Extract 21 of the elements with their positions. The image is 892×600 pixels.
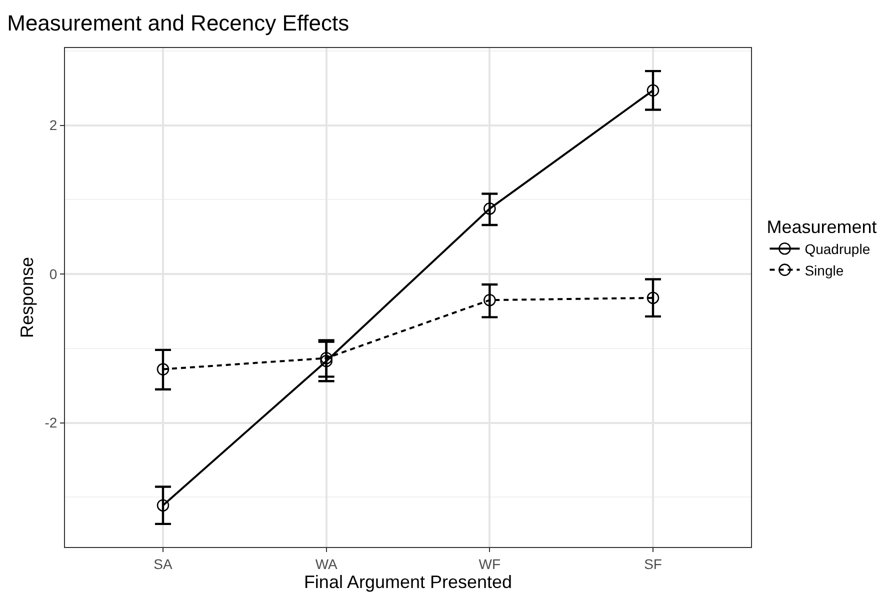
x-axis-title: Final Argument Presented	[304, 572, 512, 592]
legend-label: Single	[804, 262, 844, 278]
point	[484, 202, 496, 215]
x-tick-label: SF	[644, 556, 662, 572]
legend-label: Quadruple	[804, 241, 870, 258]
point	[320, 354, 332, 368]
x-tick-label: WA	[315, 556, 338, 572]
y-tick-label: -2	[44, 414, 58, 431]
chart-title: Measurement and Recency Effects	[7, 10, 350, 36]
point	[156, 363, 170, 376]
legend-title: Measurement	[766, 217, 877, 237]
point	[646, 292, 660, 304]
point	[320, 352, 332, 364]
y-tick-label: 2	[49, 117, 58, 134]
y-axis-title: Response	[16, 256, 37, 338]
point	[156, 499, 170, 512]
x-tick-label: SA	[154, 556, 173, 572]
y-tick-label: 0	[49, 266, 58, 282]
point	[646, 84, 660, 97]
point	[484, 294, 496, 306]
x-tick-label: WF	[478, 556, 501, 572]
